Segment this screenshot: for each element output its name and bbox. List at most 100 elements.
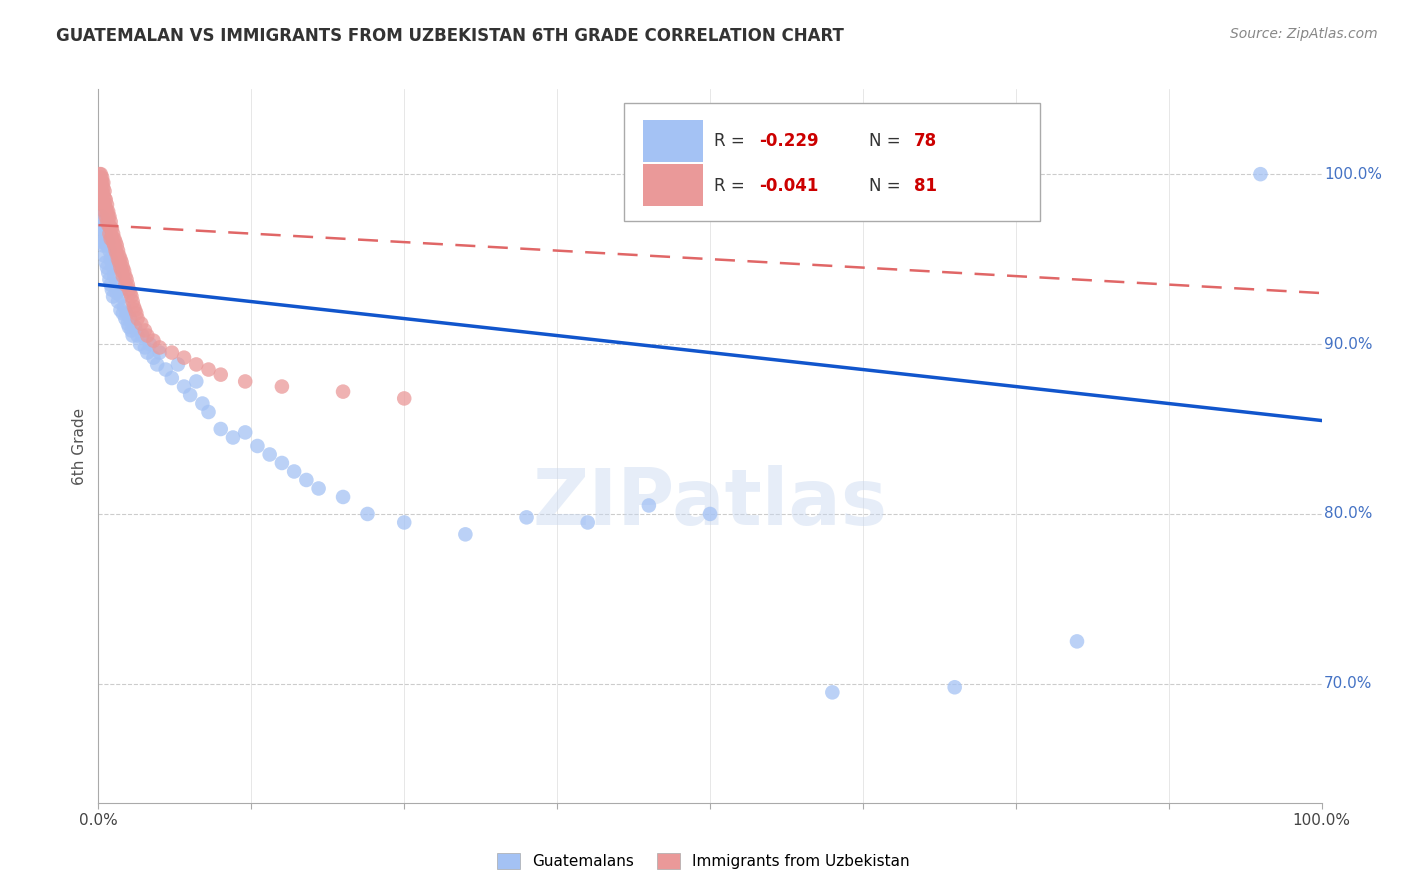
Point xyxy=(821,685,844,699)
Point xyxy=(94,201,117,215)
Point xyxy=(120,311,142,326)
Point xyxy=(103,232,125,246)
Text: 100.0%: 100.0% xyxy=(1324,167,1382,182)
Point xyxy=(120,286,142,301)
Point xyxy=(91,176,114,190)
Point xyxy=(111,264,134,278)
Point xyxy=(100,221,122,235)
Point xyxy=(91,176,114,190)
Point xyxy=(160,345,183,359)
Point xyxy=(167,358,190,372)
Point xyxy=(108,255,131,269)
Point xyxy=(91,221,114,235)
Point xyxy=(104,235,127,249)
Point xyxy=(209,422,232,436)
Point xyxy=(101,230,124,244)
Point xyxy=(98,218,121,232)
Point xyxy=(173,379,195,393)
Point xyxy=(105,247,128,261)
Point xyxy=(103,269,125,284)
Point xyxy=(96,215,118,229)
Point xyxy=(89,170,111,185)
Text: GUATEMALAN VS IMMIGRANTS FROM UZBEKISTAN 6TH GRADE CORRELATION CHART: GUATEMALAN VS IMMIGRANTS FROM UZBEKISTAN… xyxy=(56,27,844,45)
Point xyxy=(134,323,156,337)
Point xyxy=(118,320,141,334)
Point xyxy=(108,283,131,297)
Point xyxy=(91,187,114,202)
Point xyxy=(127,311,149,326)
Text: N =: N = xyxy=(869,132,905,150)
Point xyxy=(94,255,117,269)
Point xyxy=(117,317,139,331)
Point xyxy=(90,227,112,241)
Point xyxy=(197,362,219,376)
Point xyxy=(129,317,152,331)
Point xyxy=(91,170,114,185)
Point xyxy=(91,210,114,224)
Point xyxy=(179,388,201,402)
Point xyxy=(454,527,477,541)
Point xyxy=(515,510,537,524)
Point xyxy=(108,249,131,263)
FancyBboxPatch shape xyxy=(643,164,703,206)
Point xyxy=(111,306,134,320)
Point xyxy=(295,473,318,487)
Point xyxy=(124,303,146,318)
Point xyxy=(98,272,121,286)
Point xyxy=(121,328,143,343)
Point xyxy=(120,289,142,303)
Point xyxy=(89,218,111,232)
Point xyxy=(94,193,117,207)
Point xyxy=(142,334,165,348)
Point xyxy=(160,371,183,385)
Point xyxy=(105,238,128,252)
Point xyxy=(100,215,122,229)
Text: R =: R = xyxy=(714,177,749,194)
Point xyxy=(104,277,127,292)
Point xyxy=(91,180,114,194)
Point xyxy=(93,191,115,205)
Text: -0.229: -0.229 xyxy=(759,132,818,150)
Point xyxy=(186,358,208,372)
Point xyxy=(149,341,172,355)
Point xyxy=(101,235,124,249)
Text: -0.041: -0.041 xyxy=(759,177,818,194)
Point xyxy=(146,358,169,372)
Point xyxy=(89,167,111,181)
Point xyxy=(97,210,120,224)
Point xyxy=(90,179,112,194)
Point xyxy=(115,306,138,320)
Point xyxy=(97,235,120,249)
Text: 80.0%: 80.0% xyxy=(1324,507,1372,522)
Point xyxy=(233,375,256,389)
Point xyxy=(101,227,124,241)
Point xyxy=(118,283,141,297)
Text: N =: N = xyxy=(869,177,905,194)
Point xyxy=(1066,634,1088,648)
Point xyxy=(392,392,416,406)
Point xyxy=(114,277,136,292)
Point xyxy=(89,176,111,190)
Point xyxy=(97,266,120,280)
Point xyxy=(90,235,112,249)
Point xyxy=(114,269,136,284)
Point xyxy=(96,204,118,219)
Point xyxy=(91,184,114,198)
Point xyxy=(114,311,136,326)
Point xyxy=(90,172,112,186)
Point xyxy=(308,482,330,496)
Point xyxy=(124,320,146,334)
Point xyxy=(91,238,114,252)
Point xyxy=(101,260,124,275)
Point xyxy=(356,507,378,521)
Point xyxy=(111,255,134,269)
Point xyxy=(107,244,129,258)
Point xyxy=(93,184,115,198)
Point xyxy=(129,337,152,351)
Y-axis label: 6th Grade: 6th Grade xyxy=(72,408,87,484)
Point xyxy=(94,227,117,241)
Point xyxy=(96,260,118,275)
Point xyxy=(107,252,129,266)
Point xyxy=(111,269,134,284)
Point xyxy=(112,264,135,278)
